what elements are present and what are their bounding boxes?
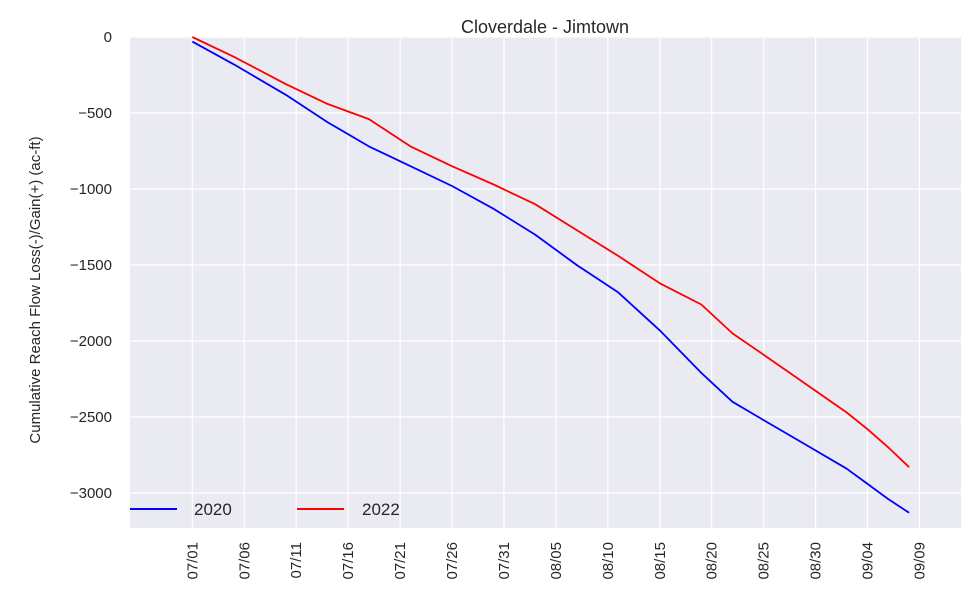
legend-label-2022: 2022 [362, 500, 400, 519]
series-line-2020 [191, 40, 910, 514]
x-tick-label: 08/15 [652, 542, 669, 580]
x-tick-labels: 07/01 07/06 07/11 07/16 07/21 07/26 07/31 08/05… [184, 542, 928, 580]
x-tick-label: 07/01 [184, 542, 201, 580]
x-tick-label: 07/16 [340, 542, 357, 580]
x-tick-label: 08/25 [756, 542, 773, 580]
series-line-2022 [191, 36, 910, 468]
legend-label-2020: 2020 [194, 500, 232, 519]
x-tick-label: 09/04 [860, 542, 877, 580]
y-tick-label: −1000 [70, 181, 112, 198]
x-tick-label: 07/31 [496, 542, 513, 580]
chart-title: Cloverdale - Jimtown [461, 17, 629, 37]
x-tick-label: 07/11 [288, 542, 305, 578]
legend: 2020 2022 [130, 500, 400, 519]
x-gridlines [191, 37, 921, 528]
y-tick-label: −500 [78, 105, 112, 122]
y-axis-label: Cumulative Reach Flow Loss(-)/Gain(+) (a… [27, 136, 44, 443]
x-tick-label: 09/09 [911, 542, 928, 580]
y-tick-label: −3000 [70, 485, 112, 502]
x-tick-label: 07/26 [444, 542, 461, 580]
x-tick-label: 08/05 [548, 542, 565, 580]
y-tick-labels: 0 −500 −1000 −1500 −2000 −2500 −3000 [70, 29, 112, 502]
x-tick-label: 08/30 [808, 542, 825, 580]
y-tick-label: −2000 [70, 333, 112, 350]
y-tick-label: 0 [104, 29, 112, 46]
plot-area [130, 37, 961, 528]
x-tick-label: 07/06 [236, 542, 253, 580]
series-lines [191, 36, 910, 514]
x-tick-label: 07/21 [392, 542, 409, 580]
y-tick-label: −1500 [70, 257, 112, 274]
y-tick-label: −2500 [70, 409, 112, 426]
y-gridlines [130, 36, 961, 494]
x-tick-label: 08/10 [600, 542, 617, 580]
x-tick-label: 08/20 [704, 542, 721, 580]
